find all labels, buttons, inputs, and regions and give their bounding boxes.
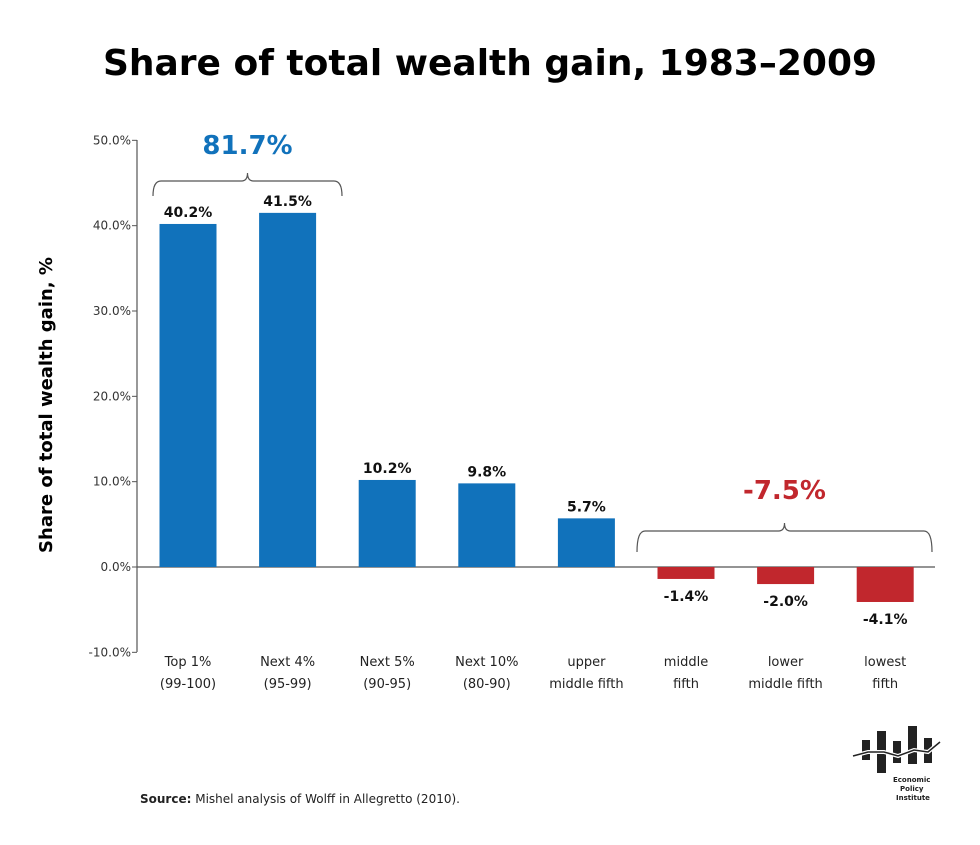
- svg-text:Economic: Economic: [893, 776, 930, 784]
- bar: [757, 567, 815, 585]
- group-total-label: -7.5%: [743, 476, 826, 506]
- category-label: Next 4%: [260, 655, 315, 670]
- category-label: middle fifth: [549, 677, 623, 692]
- category-label: middle: [664, 655, 708, 670]
- category-label: middle fifth: [748, 677, 822, 692]
- bar: [259, 212, 317, 567]
- category-label: Next 5%: [360, 655, 415, 670]
- category-label: (95-99): [264, 677, 312, 692]
- y-tick-label: -10.0%: [89, 645, 131, 659]
- y-tick-label: 10.0%: [93, 475, 131, 489]
- y-tick-label: 40.0%: [93, 219, 131, 233]
- svg-text:Policy: Policy: [900, 785, 924, 793]
- y-tick-label: 20.0%: [93, 389, 131, 403]
- category-label: fifth: [872, 677, 898, 692]
- category-label: Next 10%: [455, 655, 518, 670]
- data-label: 41.5%: [263, 194, 312, 210]
- category-label: (90-95): [363, 677, 411, 692]
- category-label: fifth: [673, 677, 699, 692]
- data-label: 5.7%: [567, 499, 606, 515]
- category-label: Top 1%: [164, 655, 212, 670]
- chart-title: Share of total wealth gain, 1983–2009: [103, 43, 877, 84]
- data-label: -4.1%: [863, 612, 908, 628]
- y-tick-label: 50.0%: [93, 133, 131, 147]
- data-label: -2.0%: [763, 594, 808, 610]
- bar: [657, 567, 715, 579]
- data-label: -1.4%: [664, 589, 709, 605]
- data-label: 10.2%: [363, 461, 412, 477]
- group-total-label: 81.7%: [202, 131, 292, 161]
- bar: [557, 518, 615, 567]
- category-label: (99-100): [160, 677, 216, 692]
- bar: [358, 479, 416, 567]
- source-note: Source: Mishel analysis of Wolff in Alle…: [140, 792, 460, 806]
- y-axis-label: Share of total wealth gain, %: [36, 257, 57, 553]
- data-label: 9.8%: [467, 464, 506, 480]
- bar: [159, 223, 217, 567]
- category-label: upper: [567, 655, 606, 670]
- svg-text:Institute: Institute: [896, 794, 930, 802]
- bracket: [152, 172, 343, 197]
- epi-logo: Economic Policy Institute: [852, 726, 942, 802]
- bar: [856, 567, 914, 602]
- bracket: [636, 522, 933, 553]
- bar: [458, 483, 516, 567]
- y-tick-label: 0.0%: [101, 560, 132, 574]
- category-label: lowest: [864, 655, 906, 670]
- data-label: 40.2%: [164, 205, 213, 221]
- y-tick-label: 30.0%: [93, 304, 131, 318]
- category-label: (80-90): [463, 677, 511, 692]
- category-label: lower: [768, 655, 804, 670]
